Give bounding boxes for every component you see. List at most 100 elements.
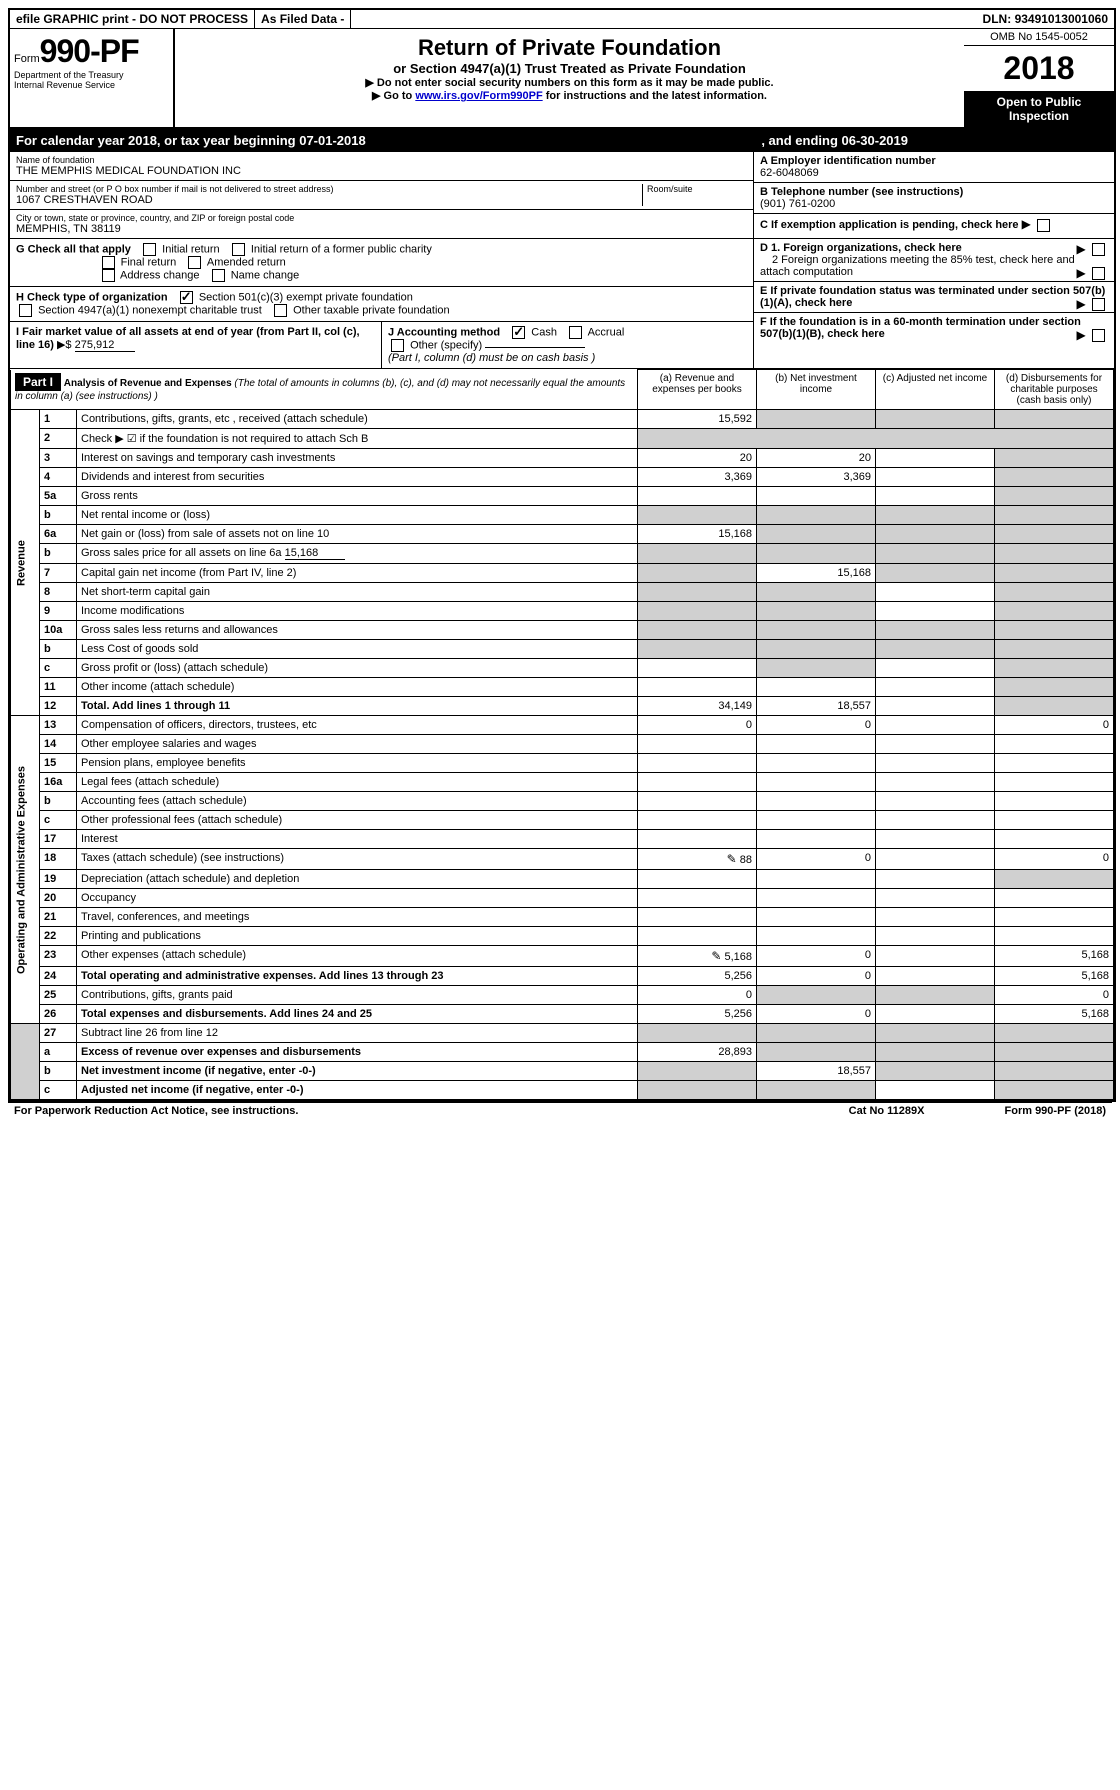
cb-address[interactable]: [102, 269, 115, 282]
amount-cell: 0: [638, 716, 757, 735]
top-bar: efile GRAPHIC print - DO NOT PROCESS As …: [10, 10, 1114, 29]
part1-header: Part I: [15, 373, 61, 391]
amount-cell: [757, 773, 876, 792]
amount-cell: [876, 716, 995, 735]
amount-cell: [757, 986, 876, 1005]
cb-name[interactable]: [212, 269, 225, 282]
checkbox-c[interactable]: [1037, 219, 1050, 232]
amount-cell: [638, 870, 757, 889]
cb-501c3[interactable]: [180, 291, 193, 304]
amount-cell: [876, 697, 995, 716]
cb-4947[interactable]: [19, 304, 32, 317]
row-desc: Compensation of officers, directors, tru…: [77, 716, 638, 735]
amount-cell: [876, 449, 995, 468]
table-row: 26Total expenses and disbursements. Add …: [11, 1005, 1114, 1024]
ein: A Employer identification number 62-6048…: [754, 152, 1114, 183]
amount-cell: [757, 544, 876, 564]
cb-other-tax[interactable]: [274, 304, 287, 317]
entity-info: Name of foundation THE MEMPHIS MEDICAL F…: [10, 152, 1114, 239]
address-row: Number and street (or P O box number if …: [10, 181, 753, 210]
table-row: 11Other income (attach schedule): [11, 678, 1114, 697]
amount-cell: ✎ 88: [638, 849, 757, 870]
table-row: 6aNet gain or (loss) from sale of assets…: [11, 525, 1114, 544]
footer: For Paperwork Reduction Act Notice, see …: [8, 1102, 1112, 1119]
section-f: F If the foundation is in a 60-month ter…: [754, 313, 1114, 343]
amount-cell: [995, 544, 1114, 564]
cb-final[interactable]: [102, 256, 115, 269]
amount-cell: [995, 602, 1114, 621]
row-number: 8: [40, 583, 77, 602]
row-desc: Check ▶ ☑ if the foundation is not requi…: [77, 429, 638, 449]
amount-cell: [995, 449, 1114, 468]
amount-cell: [876, 678, 995, 697]
amount-cell: [876, 870, 995, 889]
amount-cell: [638, 659, 757, 678]
row-desc: Interest on savings and temporary cash i…: [77, 449, 638, 468]
row-desc: Gross sales price for all assets on line…: [77, 544, 638, 564]
amount-cell: [995, 640, 1114, 659]
cb-amended[interactable]: [188, 256, 201, 269]
cb-f[interactable]: [1092, 329, 1105, 342]
amount-cell: 0: [757, 946, 876, 967]
table-row: bNet rental income or (loss): [11, 506, 1114, 525]
table-row: 10aGross sales less returns and allowanc…: [11, 621, 1114, 640]
amount-cell: [995, 506, 1114, 525]
header-center: Return of Private Foundation or Section …: [175, 29, 964, 127]
table-row: 16aLegal fees (attach schedule): [11, 773, 1114, 792]
row-number: 22: [40, 927, 77, 946]
row-number: 17: [40, 830, 77, 849]
amount-cell: 0: [757, 716, 876, 735]
amount-cell: [638, 908, 757, 927]
cb-d2[interactable]: [1092, 267, 1105, 280]
section-label: Operating and Administrative Expenses: [11, 716, 40, 1024]
row-desc: Occupancy: [77, 889, 638, 908]
row-number: 13: [40, 716, 77, 735]
amount-cell: 5,256: [638, 967, 757, 986]
amount-cell: [757, 908, 876, 927]
section-e: E If private foundation status was termi…: [754, 282, 1114, 313]
table-row: 19Depreciation (attach schedule) and dep…: [11, 870, 1114, 889]
amount-cell: [876, 487, 995, 506]
amount-cell: [876, 410, 995, 429]
cb-e[interactable]: [1092, 298, 1105, 311]
table-row: bAccounting fees (attach schedule): [11, 792, 1114, 811]
row-desc: Total expenses and disbursements. Add li…: [77, 1005, 638, 1024]
cb-initial[interactable]: [143, 243, 156, 256]
table-row: 27Subtract line 26 from line 12: [11, 1024, 1114, 1043]
efile-notice: efile GRAPHIC print - DO NOT PROCESS: [10, 10, 255, 28]
cb-accrual[interactable]: [569, 326, 582, 339]
amount-cell: [995, 927, 1114, 946]
part1-table: Part I Analysis of Revenue and Expenses …: [10, 369, 1114, 1100]
table-row: cGross profit or (loss) (attach schedule…: [11, 659, 1114, 678]
cb-initial-former[interactable]: [232, 243, 245, 256]
row-desc: Gross sales less returns and allowances: [77, 621, 638, 640]
irs-link[interactable]: www.irs.gov/Form990PF: [415, 90, 542, 102]
amount-cell: [757, 525, 876, 544]
row-desc: Less Cost of goods sold: [77, 640, 638, 659]
cb-cash[interactable]: [512, 326, 525, 339]
amount-cell: [757, 659, 876, 678]
amount-cell: 0: [638, 986, 757, 1005]
table-row: 25Contributions, gifts, grants paid00: [11, 986, 1114, 1005]
amount-cell: 15,592: [638, 410, 757, 429]
amount-cell: [757, 792, 876, 811]
cb-other-method[interactable]: [391, 339, 404, 352]
amount-cell: 5,168: [995, 946, 1114, 967]
amount-cell: [638, 927, 757, 946]
row-desc: Other professional fees (attach schedule…: [77, 811, 638, 830]
row-number: 19: [40, 870, 77, 889]
phone: B Telephone number (see instructions) (9…: [754, 183, 1114, 214]
row-number: c: [40, 659, 77, 678]
row-desc: Gross rents: [77, 487, 638, 506]
cb-d1[interactable]: [1092, 243, 1105, 256]
row-desc: Accounting fees (attach schedule): [77, 792, 638, 811]
amount-cell: [757, 678, 876, 697]
row-number: b: [40, 544, 77, 564]
section-h: H Check type of organization Section 501…: [10, 287, 753, 322]
amount-cell: [638, 506, 757, 525]
amount-cell: [757, 870, 876, 889]
row-number: 26: [40, 1005, 77, 1024]
row-desc: Total operating and administrative expen…: [77, 967, 638, 986]
amount-cell: [876, 811, 995, 830]
amount-cell: [638, 792, 757, 811]
